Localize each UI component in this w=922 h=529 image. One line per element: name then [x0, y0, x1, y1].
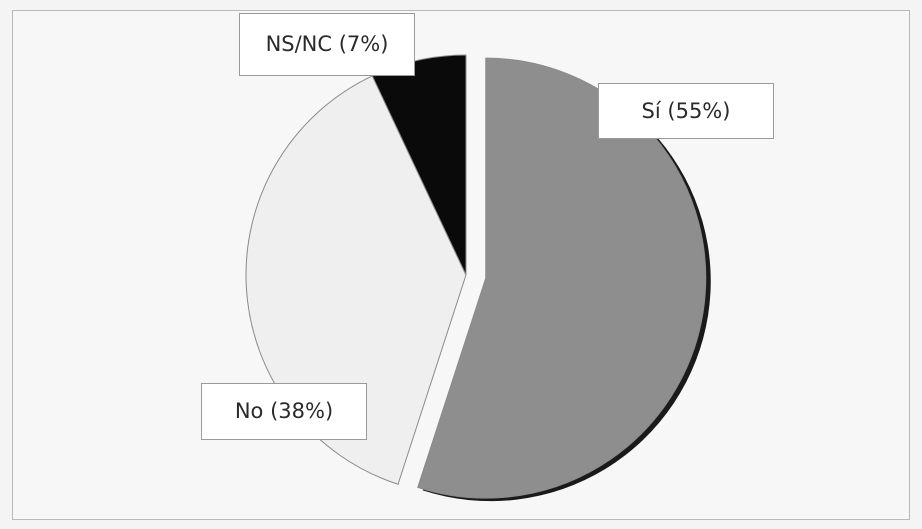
- pie-slice-s-55: [417, 57, 707, 499]
- pie-slices: [245, 54, 711, 502]
- slice-label-nsnc: NS/NC (7%): [239, 13, 415, 76]
- slice-label-no: No (38%): [201, 383, 367, 440]
- slice-label-si: Sí (55%): [598, 83, 774, 139]
- pie-slice-no-38: [245, 75, 467, 485]
